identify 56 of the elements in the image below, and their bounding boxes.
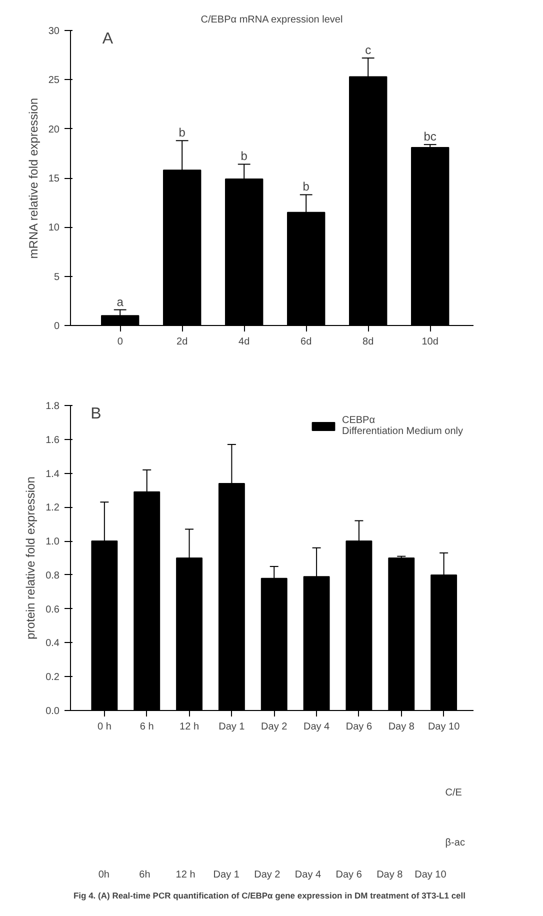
x-tick-label: 6 h (140, 722, 154, 732)
x-tick-label: Day 10 (428, 722, 460, 732)
x-tick-label: 6d (300, 336, 312, 348)
x-tick-label: Day 1 (218, 722, 246, 732)
text: 12 h (176, 870, 196, 880)
annotation: a (116, 294, 124, 309)
y-tick-label: 0.6 (46, 604, 60, 616)
y-tick-label: 10 (48, 222, 60, 234)
y-tick-label: 1.0 (46, 536, 60, 548)
annotation: b (178, 126, 186, 140)
y-tick-label: 20 (48, 124, 60, 136)
text: 6h (139, 870, 150, 880)
y-tick-label: 1.2 (46, 502, 60, 514)
annotation: B (90, 406, 102, 422)
caption: Fig 4. (A) Real-time PCR quantification of C/EBPα gene expression in DM treatment of 3T3-L1 cell (73, 890, 466, 900)
y-tick-label: 0.8 (46, 570, 60, 582)
x-tick-label: Day 8 (388, 722, 415, 732)
y-tick-label: 25 (48, 75, 60, 86)
y-tick-label: 0 (54, 321, 60, 332)
x-tick-label: 2d (176, 336, 188, 348)
annotation: A (102, 30, 114, 48)
y-tick-label: 0.2 (46, 672, 60, 684)
x-tick-label: 8d (362, 336, 374, 348)
y-tick-label: 5 (54, 272, 60, 283)
text: Day 10 (414, 870, 447, 880)
y-tick-label: 15 (48, 174, 60, 184)
y-tick-label: 0.4 (46, 638, 60, 650)
text: C/E (445, 788, 462, 798)
x-tick-label: 10d (422, 336, 438, 348)
chart-title: C/EBPα mRNA expression level (200, 14, 343, 26)
y-tick-label: 30 (48, 26, 60, 37)
x-tick-label: 0 (117, 336, 124, 348)
y-tick-label: 1.8 (46, 401, 60, 412)
annotation: b (240, 149, 248, 164)
text: Day 4 (294, 870, 322, 880)
x-tick-label: Day 6 (346, 722, 372, 732)
y-axis-title: protein relative fold expression (24, 476, 38, 640)
text: Day 6 (336, 870, 362, 880)
text: Day 8 (376, 870, 404, 880)
y-tick-label: 1.6 (46, 434, 60, 446)
text: β-ac (445, 838, 465, 848)
x-tick-label: Day 4 (303, 722, 330, 732)
annotation: c (365, 43, 372, 58)
annotation: b (302, 180, 310, 194)
text: Day 1 (213, 870, 240, 880)
x-tick-label: Day 2 (261, 722, 288, 732)
text: Day 2 (254, 870, 281, 880)
legend-label: CEBPα Differentiation Medium only (342, 415, 463, 437)
text: 0h (98, 870, 110, 880)
y-axis-title: mRNA relative fold expression (26, 98, 40, 259)
x-tick-label: 12 h (180, 722, 200, 732)
y-tick-label: 0.0 (46, 706, 60, 717)
y-tick-label: 1.4 (46, 468, 60, 480)
annotation: bc (424, 130, 436, 144)
x-tick-label: 4d (238, 336, 250, 348)
x-tick-label: 0 h (97, 722, 112, 732)
